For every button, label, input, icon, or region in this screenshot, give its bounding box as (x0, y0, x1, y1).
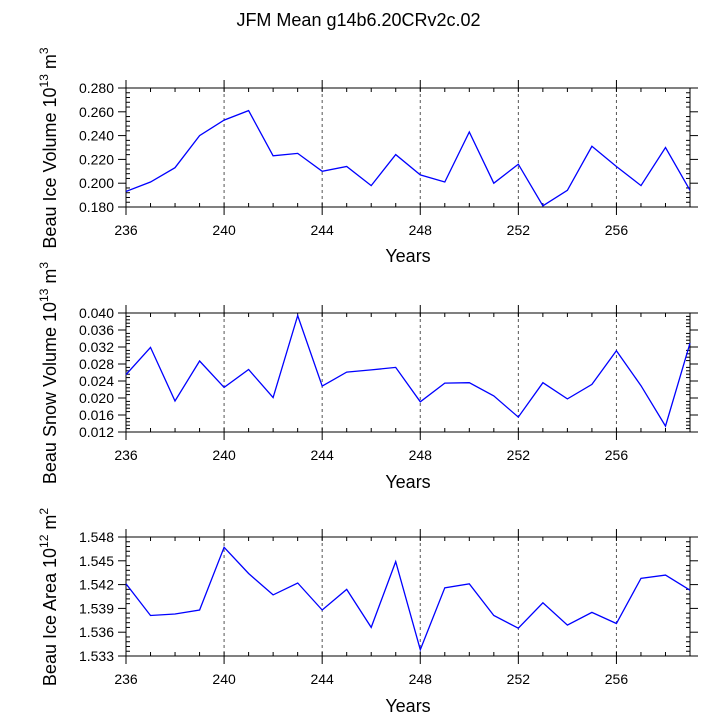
y-tick-label: 0.012 (79, 424, 114, 440)
x-tick-label: 236 (114, 447, 138, 463)
y-tick-label: 0.180 (79, 199, 114, 215)
chart-panel-3: 236 240 244 248 252 256 1.533 1.536 1.539 1.542 1.… (37, 508, 698, 716)
y-tick-label: 0.032 (79, 339, 114, 355)
x-tick-label: 240 (212, 671, 236, 687)
x-tick-label: 252 (507, 447, 531, 463)
data-line-series (125, 546, 691, 652)
x-tick-label: 236 (114, 222, 138, 238)
y-tick-label: 0.024 (79, 373, 114, 389)
x-tick-label: 248 (409, 671, 433, 687)
y-tick-label: 1.542 (79, 577, 114, 593)
x-tick-label: 252 (507, 222, 531, 238)
y-tick-label: 1.545 (79, 553, 114, 569)
x-tick-label: 244 (310, 222, 334, 238)
chart-panel-1: 236 240 244 248 252 256 0.180 0.200 0.220 0.240 0.… (37, 47, 698, 266)
x-tick-label: 240 (212, 447, 236, 463)
x-tick-label: 256 (605, 671, 629, 687)
y-tick-label: 0.028 (79, 356, 114, 372)
x-axis-label: Years (385, 472, 430, 492)
x-tick-label: 240 (212, 222, 236, 238)
y-tick-label: 1.536 (79, 624, 114, 640)
x-tick-label: 244 (310, 671, 334, 687)
y-tick-label: 0.200 (79, 175, 114, 191)
y-tick-label: 0.260 (79, 104, 114, 120)
y-tick-label: 0.020 (79, 390, 114, 406)
x-tick-label: 256 (605, 447, 629, 463)
plot-frame (125, 87, 691, 208)
y-tick-label: 1.548 (79, 529, 114, 545)
x-tick-label: 236 (114, 671, 138, 687)
y-tick-label: 0.016 (79, 407, 114, 423)
y-axis-label: Beau Ice Volume 1013 m3 (37, 47, 60, 248)
y-axis-label: Beau Ice Area 1012 m2 (37, 508, 60, 686)
x-tick-label: 256 (605, 222, 629, 238)
x-tick-label: 244 (310, 447, 334, 463)
y-tick-label: 0.040 (79, 305, 114, 321)
y-tick-label: 0.240 (79, 128, 114, 144)
x-axis-label: Years (385, 696, 430, 716)
y-tick-label: 1.533 (79, 648, 114, 664)
figure-title: JFM Mean g14b6.20CRv2c.02 (236, 10, 481, 30)
y-tick-label: 0.280 (79, 80, 114, 96)
y-tick-label: 0.036 (79, 322, 114, 338)
y-axis-label: Beau Snow Volume 1013 m3 (37, 262, 60, 485)
x-tick-label: 248 (409, 447, 433, 463)
y-tick-label: 0.220 (79, 151, 114, 167)
plot-frame (125, 312, 691, 433)
y-tick-label: 1.539 (79, 600, 114, 616)
plot-frame (125, 536, 691, 657)
x-axis-label: Years (385, 246, 430, 266)
data-line-series (125, 109, 691, 207)
chart-panel-2: 236 240 244 248 252 2560.0120.0160.0200.0240.… (37, 262, 698, 492)
x-tick-label: 252 (507, 671, 531, 687)
data-line-series (125, 313, 691, 428)
x-tick-label: 248 (409, 222, 433, 238)
